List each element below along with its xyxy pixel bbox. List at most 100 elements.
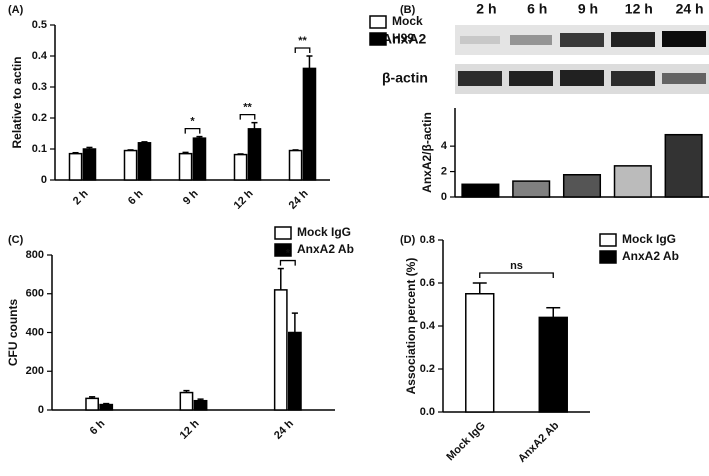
blot-band xyxy=(662,31,706,47)
bar xyxy=(85,397,99,411)
blot-row-label: β-actin xyxy=(382,70,428,86)
legend-label: H99 xyxy=(392,31,414,45)
panel-label: (A) xyxy=(8,4,24,16)
bar xyxy=(178,152,193,181)
legend-label: Mock IgG xyxy=(297,225,351,239)
y-tick-label: 0.2 xyxy=(420,363,435,375)
significance-label: ** xyxy=(243,102,252,114)
blot xyxy=(455,25,709,94)
y-tick-label: 600 xyxy=(26,288,44,300)
y-tick-label: 0.5 xyxy=(32,19,47,31)
significance-bracket xyxy=(479,272,554,278)
bar xyxy=(192,137,207,181)
bar xyxy=(193,399,208,411)
x-tick-label: AnxA2 Ab xyxy=(516,419,562,465)
lane-label: 9 h xyxy=(578,1,598,17)
x-tick-label: 2 h xyxy=(71,188,91,208)
lane-label: 24 h xyxy=(676,1,704,17)
y-axis-label: AnxA2/β-actin xyxy=(420,112,434,193)
legend-swatch xyxy=(599,250,617,264)
bar xyxy=(123,149,138,181)
x-tick-label: 6 h xyxy=(88,418,108,438)
y-tick-label: 0.0 xyxy=(420,406,435,418)
x-tick-label: 9 h xyxy=(181,188,201,208)
panel-label: (D) xyxy=(400,234,416,246)
blot-band xyxy=(510,35,552,45)
y-tick-label: 0.1 xyxy=(32,143,47,155)
blot-band xyxy=(611,32,655,47)
panel-label: (C) xyxy=(8,234,24,246)
significance-label: * xyxy=(286,247,291,259)
bar xyxy=(465,293,495,413)
bar xyxy=(273,289,288,411)
x-tick-label: Mock IgG xyxy=(444,420,487,463)
significance-bracket xyxy=(239,114,256,120)
legend-label: Mock xyxy=(392,14,423,28)
y-tick-label: 0.6 xyxy=(420,277,435,289)
bar xyxy=(82,148,97,181)
y-tick-label: 400 xyxy=(26,326,44,338)
blot-band xyxy=(509,71,553,86)
y-tick-label: 0.4 xyxy=(420,320,436,332)
blot-band xyxy=(611,71,655,86)
x-tick-label: 24 h xyxy=(287,187,311,211)
bar xyxy=(99,403,114,411)
y-tick-label: 0 xyxy=(41,174,47,186)
y-tick-label: 2 xyxy=(441,165,447,177)
blot-band xyxy=(460,36,500,44)
bar xyxy=(302,67,317,181)
legend-swatch xyxy=(369,32,387,46)
significance-label: ns xyxy=(510,260,523,272)
bar xyxy=(179,391,194,411)
significance-label: ** xyxy=(298,35,307,47)
y-tick-label: 0 xyxy=(441,191,447,203)
x-tick-label: 12 h xyxy=(178,417,202,441)
bar xyxy=(68,152,83,181)
bar xyxy=(664,133,703,198)
bar xyxy=(288,149,303,181)
legend-swatch xyxy=(274,243,292,257)
y-tick-label: 0.3 xyxy=(32,81,47,93)
lane-label: 12 h xyxy=(625,1,653,17)
bar xyxy=(288,331,302,411)
bar xyxy=(137,142,152,181)
x-tick-label: 12 h xyxy=(232,187,256,211)
significance-bracket xyxy=(279,259,296,266)
blot-row-label: AnxA2 xyxy=(382,31,427,47)
lane-label: 2 h xyxy=(476,1,496,17)
x-tick-label: 6 h xyxy=(126,188,146,208)
blot-band xyxy=(560,33,604,47)
legend-label: AnxA2 Ab xyxy=(297,242,354,256)
lane-label: 6 h xyxy=(527,1,547,17)
bar xyxy=(562,174,602,198)
blot-band xyxy=(560,70,604,86)
x-tick-label: 24 h xyxy=(272,417,296,441)
bar xyxy=(461,183,500,198)
bar xyxy=(613,165,652,198)
y-axis-label: CFU counts xyxy=(6,299,20,367)
significance-label: * xyxy=(190,116,195,128)
y-tick-label: 200 xyxy=(26,365,44,377)
legend-swatch xyxy=(274,226,292,240)
bar xyxy=(247,128,262,181)
y-tick-label: 0 xyxy=(38,404,44,416)
bar xyxy=(512,180,551,198)
y-tick-label: 4 xyxy=(441,140,448,152)
legend-label: Mock IgG xyxy=(622,232,676,246)
y-axis-label: Association percent (%) xyxy=(404,258,418,395)
significance-bracket xyxy=(184,127,201,134)
legend-swatch xyxy=(369,15,387,29)
y-tick-label: 0.2 xyxy=(32,112,47,124)
y-tick-label: 800 xyxy=(26,249,44,261)
y-axis-label: Relative to actin xyxy=(10,56,24,148)
y-tick-label: 0.4 xyxy=(32,50,48,62)
legend-label: AnxA2 Ab xyxy=(622,249,679,263)
legend-swatch xyxy=(599,233,617,247)
bar xyxy=(538,316,568,413)
y-tick-label: 0.8 xyxy=(420,234,435,246)
significance-bracket xyxy=(294,47,311,53)
bar xyxy=(233,153,248,181)
blot-band xyxy=(458,71,502,86)
panel-label: (B) xyxy=(400,4,416,16)
